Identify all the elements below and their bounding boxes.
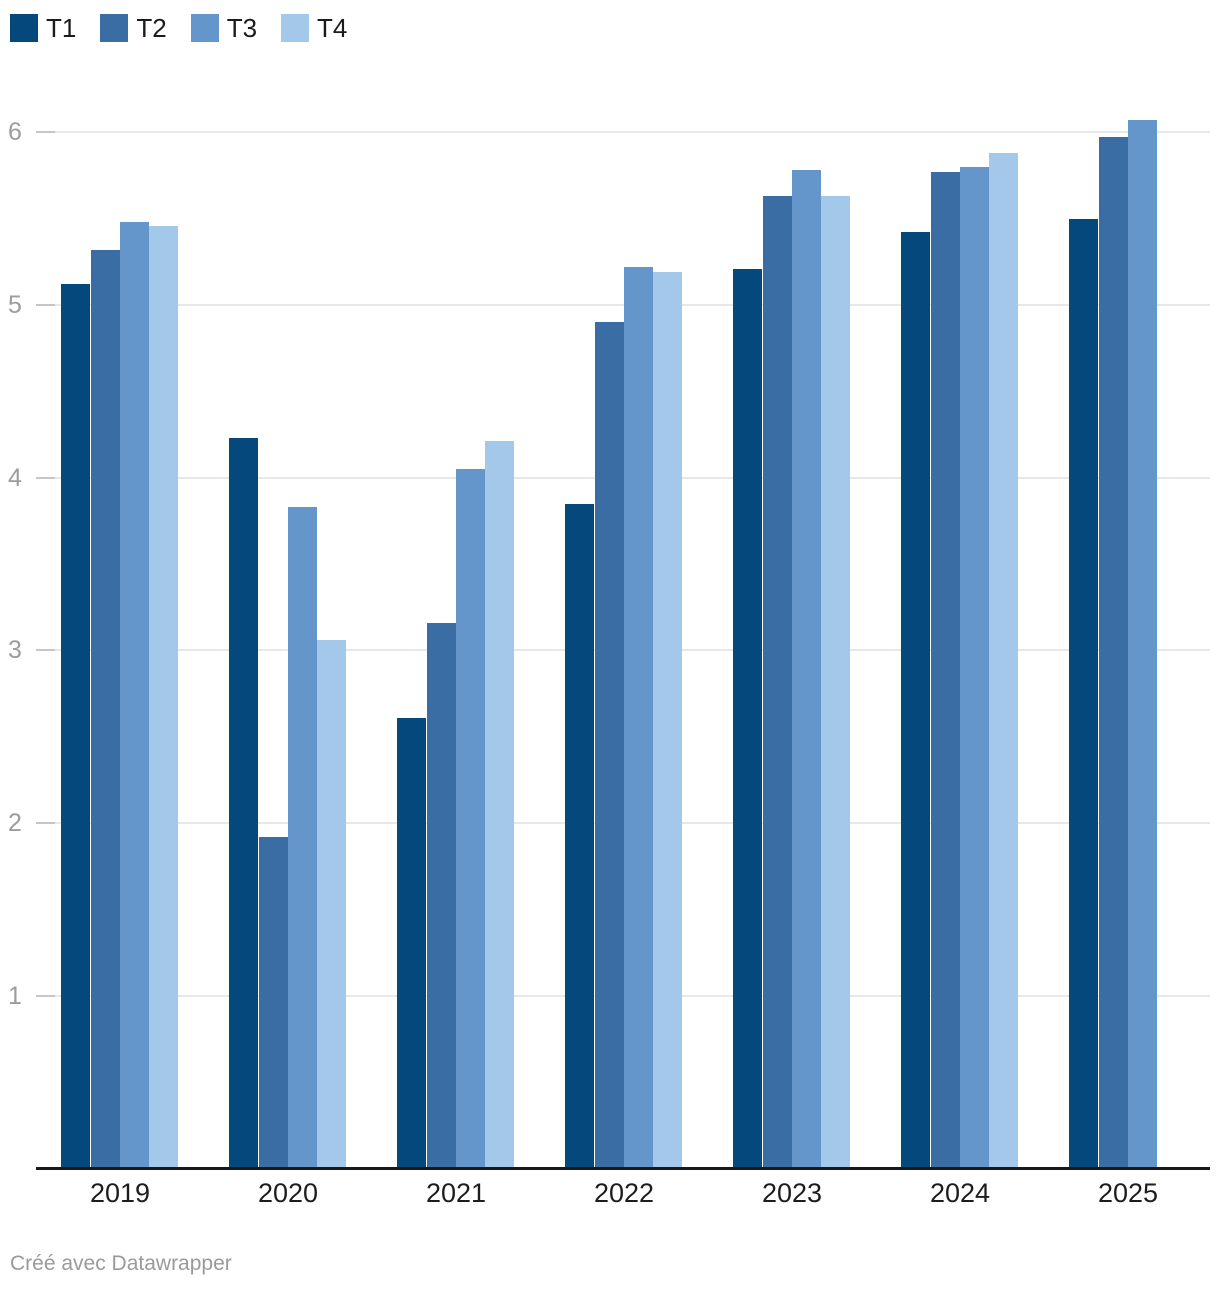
y-axis-label-5: 5 [8, 291, 22, 319]
gridline-y6 [36, 131, 1210, 133]
bar-2022-t3 [624, 267, 653, 1167]
legend-swatch-t3 [190, 14, 219, 42]
bar-2019-t3 [120, 222, 149, 1167]
bar-2022-t2 [595, 322, 624, 1167]
x-axis-label-2024: 2024 [929, 1178, 991, 1208]
y-axis-tick-3 [36, 649, 55, 651]
y-axis-label-6: 6 [8, 118, 22, 146]
bar-2021-t1 [397, 718, 426, 1167]
bar-2020-t3 [288, 507, 317, 1167]
bar-2019-t4 [149, 226, 178, 1167]
y-axis-label-4: 4 [8, 464, 22, 492]
legend-item-t2: T2 [100, 13, 167, 43]
legend-label: T1 [46, 13, 77, 43]
bar-2024-t4 [989, 153, 1018, 1167]
gridline-y5 [36, 304, 1210, 306]
bar-2025-t2 [1099, 137, 1128, 1167]
bar-2020-t2 [259, 837, 288, 1167]
bar-2020-t4 [317, 640, 346, 1167]
x-axis-line [36, 1167, 1210, 1170]
y-axis-label-2: 2 [8, 809, 22, 837]
bar-2024-t1 [901, 232, 930, 1167]
legend-item-t3: T3 [190, 13, 258, 43]
y-axis-tick-5 [36, 304, 55, 306]
y-axis-tick-4 [36, 477, 55, 479]
y-axis-label-1: 1 [8, 982, 22, 1010]
bar-2025-t3 [1128, 120, 1157, 1167]
bar-2019-t2 [91, 250, 120, 1167]
legend-swatch-t2 [100, 14, 129, 42]
legend-swatch-t1 [10, 14, 38, 42]
legend: T1 T2 T3 T4 [10, 14, 347, 42]
bar-2019-t1 [61, 284, 90, 1167]
legend-item-t4: T4 [281, 14, 347, 42]
legend-item-t1: T1 [10, 14, 76, 42]
legend-label: T2 [136, 13, 167, 43]
bar-2021-t3 [456, 469, 485, 1167]
x-axis-label-2019: 2019 [89, 1178, 151, 1208]
legend-label: T3 [226, 13, 258, 43]
y-axis-tick-1 [36, 995, 55, 997]
y-axis-tick-6 [36, 131, 55, 133]
bar-2022-t4 [653, 272, 682, 1167]
bar-2022-t1 [565, 504, 594, 1167]
legend-swatch-t4 [281, 14, 310, 42]
x-axis-label-2025: 2025 [1097, 1178, 1159, 1208]
x-axis-label-2022: 2022 [593, 1178, 655, 1208]
bar-2023-t2 [763, 196, 792, 1167]
bar-2023-t1 [733, 269, 762, 1167]
y-axis-label-3: 3 [8, 636, 22, 664]
bar-2024-t2 [931, 172, 960, 1167]
bar-2023-t4 [821, 196, 850, 1167]
bar-2023-t3 [792, 170, 821, 1167]
legend-label: T4 [317, 13, 348, 43]
bar-2025-t1 [1069, 219, 1098, 1167]
bar-2024-t3 [960, 167, 989, 1167]
bar-2021-t2 [427, 623, 456, 1167]
bar-2020-t1 [229, 438, 258, 1167]
x-axis-label-2023: 2023 [761, 1178, 823, 1208]
x-axis-label-2020: 2020 [257, 1178, 319, 1208]
y-axis-tick-2 [36, 822, 55, 824]
bar-2021-t4 [485, 441, 514, 1167]
credit-text: Créé avec Datawrapper [10, 1252, 232, 1275]
x-axis-label-2021: 2021 [425, 1178, 487, 1208]
